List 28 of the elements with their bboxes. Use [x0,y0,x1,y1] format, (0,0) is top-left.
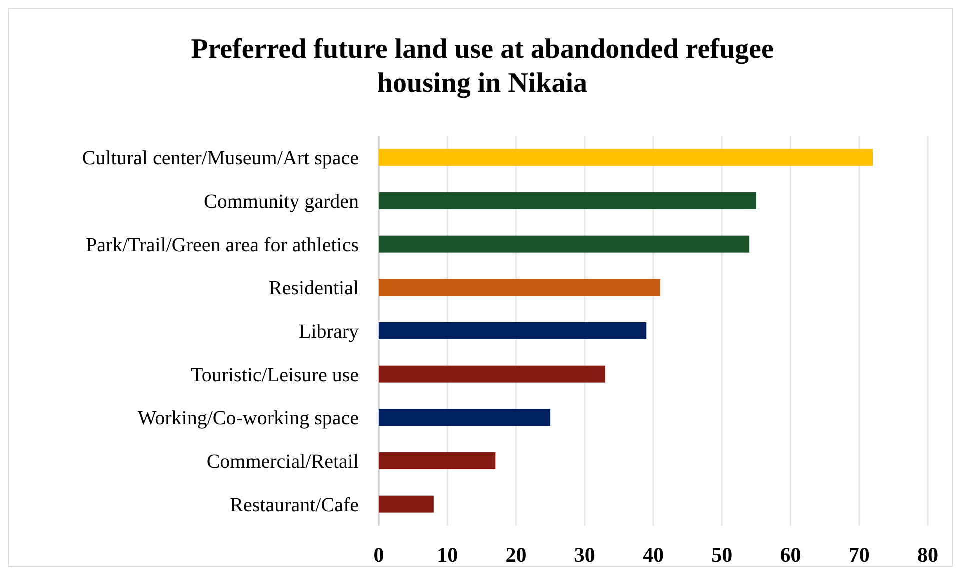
bar [379,279,660,296]
y-tick-label: Working/Co-working space [138,408,360,430]
bar [379,496,434,513]
x-tick-label: 40 [643,543,664,567]
x-tick-label: 20 [506,543,527,567]
y-tick-label: Library [299,321,359,343]
y-tick-label: Touristic/Leisure use [191,364,360,386]
y-tick-label: Commercial/Retail [206,451,360,473]
bar [379,236,750,253]
bar [379,409,551,426]
y-tick-label: Restaurant/Cafe [230,494,360,516]
x-tick-label: 80 [918,543,938,567]
y-tick-label: Community garden [204,191,359,213]
bar [379,322,647,340]
y-tick-label: Cultural center/Museum/Art space [82,148,360,170]
y-tick-label: Park/Trail/Green area for athletics [86,234,360,256]
x-tick-label: 60 [780,543,802,567]
chart-title: Preferred future land use at abandonded refugee housing in Nikaia [191,34,774,99]
bar [379,192,756,210]
bar [379,366,606,383]
x-tick-label: 0 [374,543,384,567]
x-tick-label: 10 [437,543,458,567]
bar [379,452,496,470]
x-tick-label: 50 [712,543,733,567]
x-tick-label: 70 [848,543,870,567]
y-tick-label: Residential [269,278,360,300]
bar [379,149,874,166]
x-tick-label: 30 [574,543,596,567]
